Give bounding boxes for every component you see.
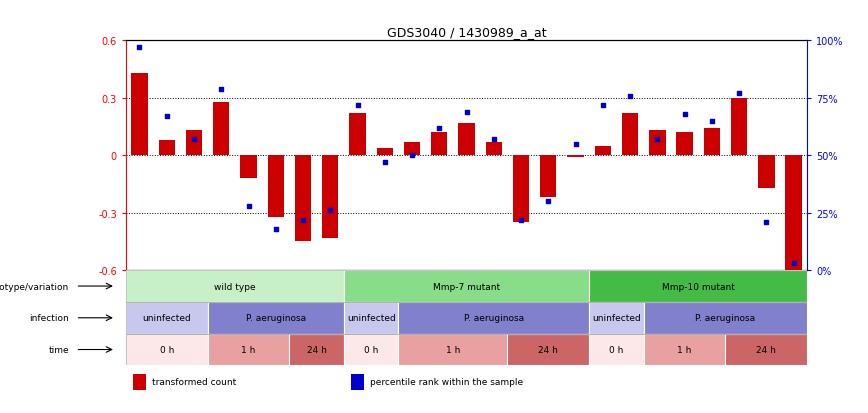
Bar	[644, 302, 807, 334]
Point	[705, 118, 719, 125]
Text: 24 h: 24 h	[756, 345, 776, 354]
Bar	[186, 131, 202, 156]
Bar	[589, 334, 644, 366]
Bar	[126, 334, 807, 366]
Bar	[458, 123, 475, 156]
Bar	[213, 102, 229, 156]
Text: 24 h: 24 h	[306, 345, 326, 354]
Bar	[758, 156, 774, 188]
Point	[733, 91, 746, 97]
Bar	[322, 156, 339, 238]
Point	[133, 45, 147, 52]
Text: uninfected: uninfected	[142, 313, 191, 323]
Text: genotype/variation: genotype/variation	[0, 282, 69, 291]
Point	[460, 109, 474, 116]
Bar	[398, 302, 589, 334]
Text: 0 h: 0 h	[609, 345, 623, 354]
Bar	[589, 271, 807, 302]
Bar	[344, 334, 398, 366]
Point	[214, 86, 228, 93]
Text: P. aeruginosa: P. aeruginosa	[464, 313, 524, 323]
Bar	[207, 302, 344, 334]
Bar	[404, 142, 420, 156]
Text: transformed count: transformed count	[152, 377, 236, 387]
Bar	[786, 156, 802, 271]
Bar	[126, 271, 344, 302]
Bar	[731, 99, 747, 156]
Bar	[377, 148, 393, 156]
Point	[514, 217, 528, 223]
Bar	[349, 114, 365, 156]
Bar	[131, 74, 148, 156]
Text: P. aeruginosa: P. aeruginosa	[246, 313, 306, 323]
Point	[569, 141, 582, 148]
Point	[678, 112, 692, 118]
Point	[269, 226, 283, 233]
Bar	[568, 156, 584, 158]
Bar	[398, 334, 508, 366]
Point	[323, 208, 337, 214]
Text: percentile rank within the sample: percentile rank within the sample	[370, 377, 523, 387]
Bar	[704, 129, 720, 156]
Point	[187, 137, 201, 143]
Bar	[595, 146, 611, 156]
Point	[405, 153, 419, 159]
Bar	[267, 156, 284, 217]
Bar	[344, 302, 398, 334]
Bar	[126, 302, 207, 334]
Text: Mmp-7 mutant: Mmp-7 mutant	[433, 282, 500, 291]
Bar	[508, 334, 589, 366]
Bar	[589, 302, 644, 334]
Text: 1 h: 1 h	[241, 345, 256, 354]
Point	[786, 260, 800, 267]
Text: 1 h: 1 h	[446, 345, 460, 354]
Point	[487, 137, 501, 143]
Bar	[649, 131, 666, 156]
Text: time: time	[49, 345, 69, 354]
Point	[650, 137, 664, 143]
Text: uninfected: uninfected	[592, 313, 641, 323]
Bar	[295, 156, 312, 242]
Bar	[133, 374, 147, 390]
Text: P. aeruginosa: P. aeruginosa	[695, 313, 755, 323]
Point	[351, 102, 365, 109]
Bar	[289, 334, 344, 366]
Point	[378, 159, 391, 166]
Bar	[207, 334, 289, 366]
Point	[241, 203, 255, 210]
Bar	[344, 271, 589, 302]
Text: 24 h: 24 h	[538, 345, 558, 354]
Bar	[644, 334, 726, 366]
Bar	[240, 156, 257, 179]
Text: uninfected: uninfected	[347, 313, 396, 323]
Bar	[485, 142, 502, 156]
Bar	[431, 133, 448, 156]
Bar	[126, 334, 207, 366]
Point	[542, 199, 556, 205]
Point	[623, 93, 637, 100]
Point	[296, 217, 310, 223]
Text: 0 h: 0 h	[364, 345, 378, 354]
Bar	[676, 133, 693, 156]
Text: wild type: wild type	[214, 282, 256, 291]
Point	[160, 114, 174, 120]
Bar	[351, 374, 365, 390]
Point	[760, 219, 773, 225]
Point	[432, 125, 446, 132]
Text: 0 h: 0 h	[160, 345, 174, 354]
Bar	[540, 156, 556, 198]
Text: Mmp-10 mutant: Mmp-10 mutant	[661, 282, 734, 291]
Bar	[159, 141, 175, 156]
Text: infection: infection	[30, 313, 69, 323]
Bar	[513, 156, 529, 223]
Bar	[126, 271, 807, 302]
Bar	[126, 302, 807, 334]
Bar	[726, 334, 807, 366]
Bar	[621, 114, 638, 156]
Title: GDS3040 / 1430989_a_at: GDS3040 / 1430989_a_at	[387, 26, 546, 39]
Point	[595, 102, 609, 109]
Text: 1 h: 1 h	[677, 345, 692, 354]
